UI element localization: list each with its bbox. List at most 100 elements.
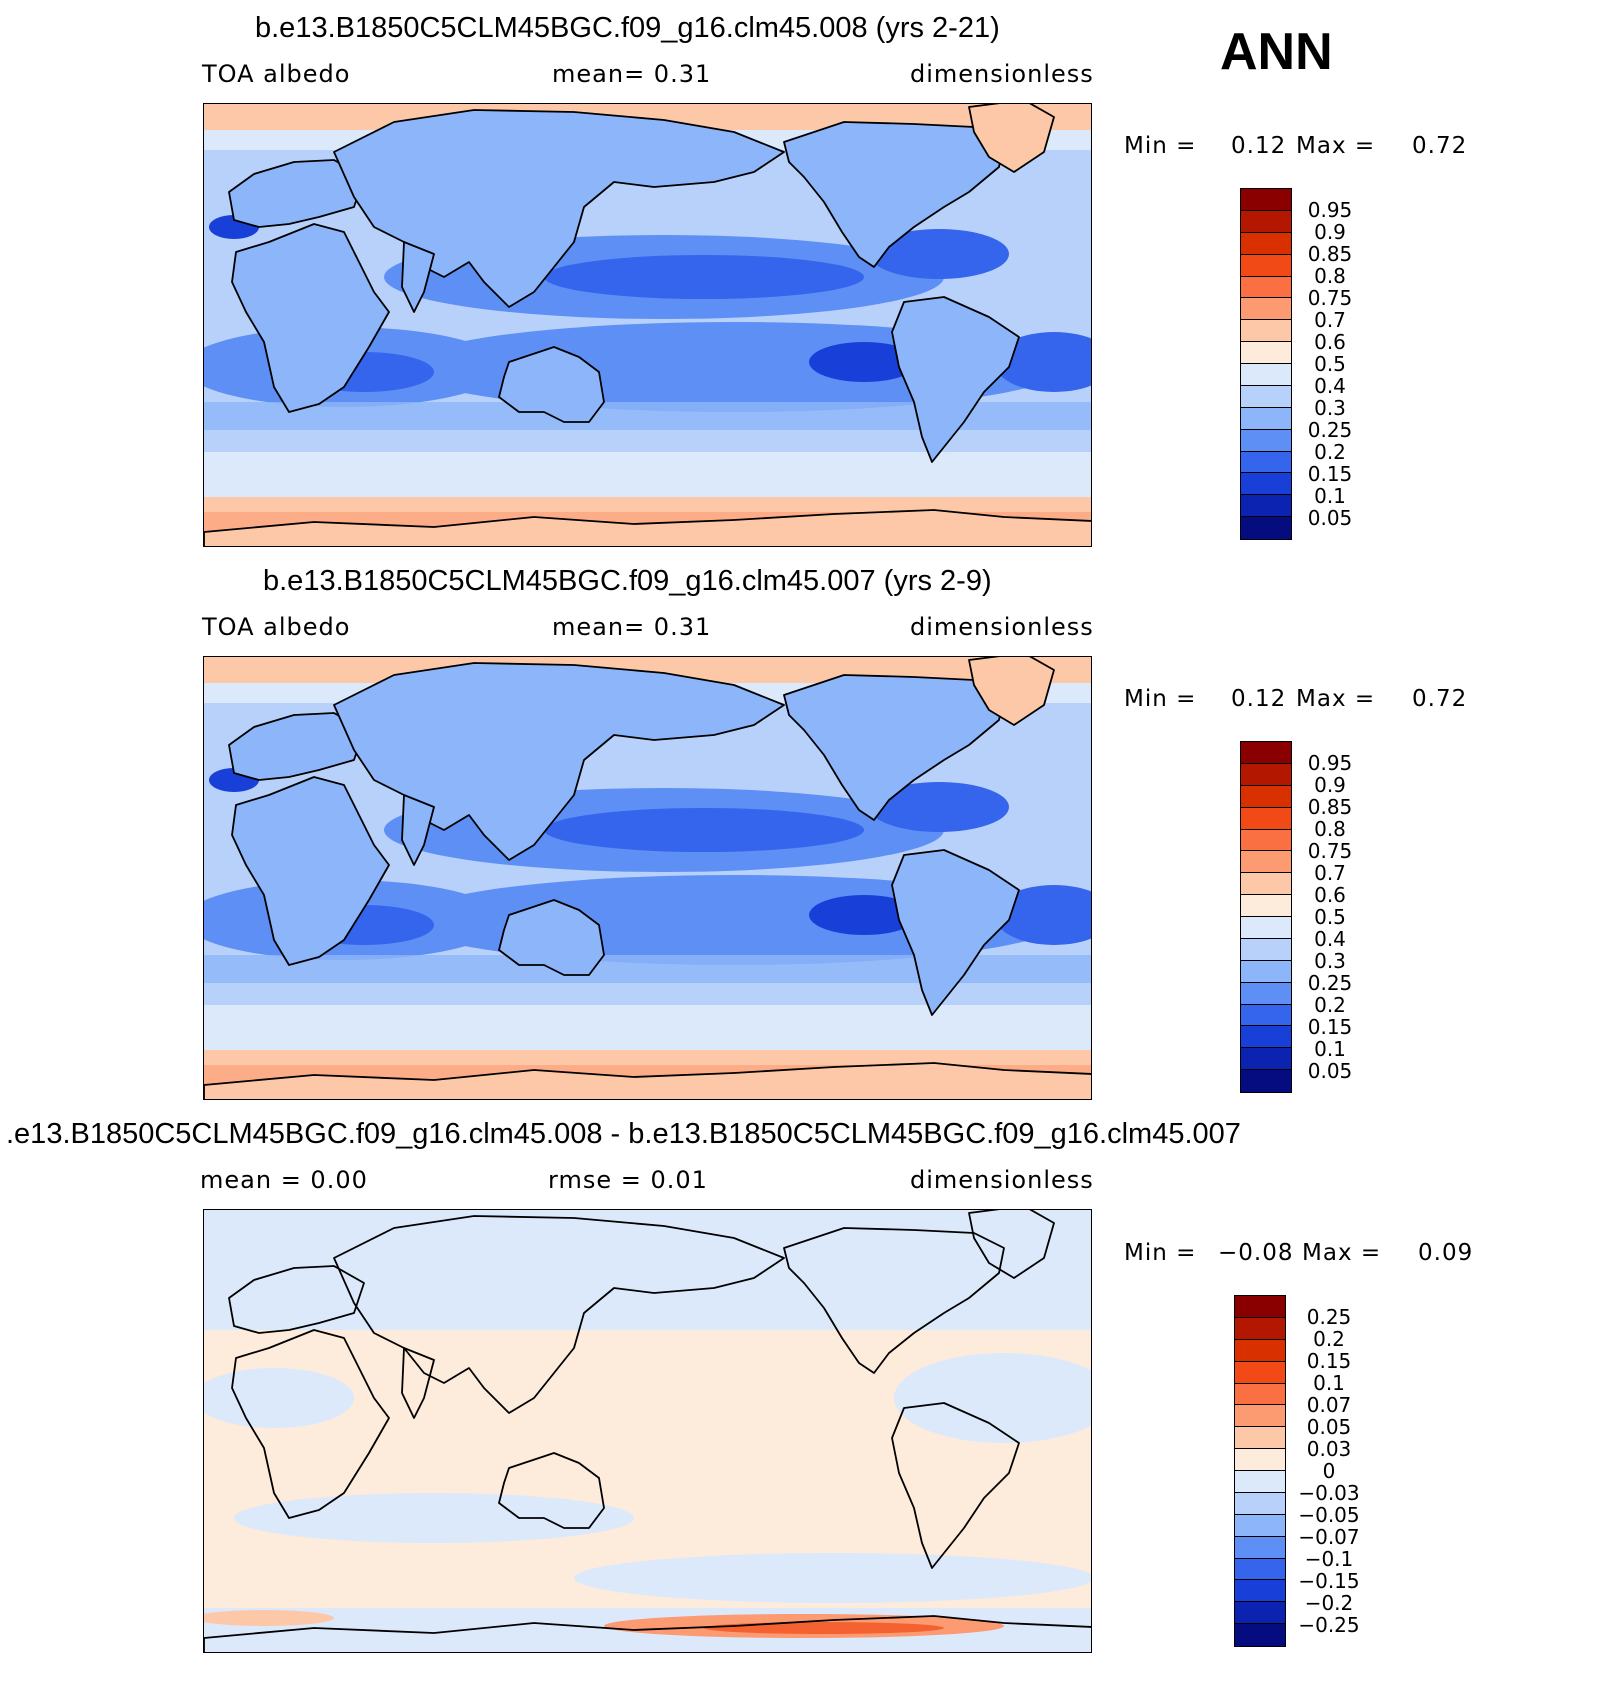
colorbar-swatch — [1241, 342, 1291, 364]
colorbar-tick-label: −0.07 — [1298, 1525, 1360, 1549]
colorbar-swatch — [1235, 1602, 1285, 1625]
colorbar-tick-label: −0.1 — [1304, 1547, 1354, 1571]
colorbar-tick-label: 0.05 — [1307, 1059, 1353, 1083]
colorbar-tick-label: 0.15 — [1307, 1015, 1353, 1039]
colorbar-swatch — [1235, 1317, 1285, 1340]
colorbar-swatch — [1235, 1449, 1285, 1471]
colorbar-swatch — [1241, 451, 1291, 474]
colorbar-tick-label: 0.5 — [1314, 352, 1346, 376]
panel-3-units: dimensionless — [910, 1166, 1094, 1194]
colorbar-swatch — [1241, 517, 1291, 539]
colorbar-swatch — [1241, 254, 1291, 277]
colorbar-tick-label: 0.25 — [1306, 1305, 1352, 1329]
panel-2-map — [203, 656, 1092, 1100]
colorbar-swatch — [1241, 851, 1291, 874]
colorbar-tick-label: 0.05 — [1307, 506, 1353, 530]
colorbar-swatch — [1235, 1296, 1285, 1318]
colorbar-tick-label: −0.15 — [1298, 1569, 1360, 1593]
colorbar-swatch — [1241, 385, 1291, 408]
colorbar-swatch — [1241, 917, 1291, 939]
colorbar-swatch — [1241, 938, 1291, 961]
colorbar-swatch — [1241, 1026, 1291, 1049]
colorbar-swatch — [1241, 1048, 1291, 1071]
season-label: ANN — [1220, 23, 1333, 81]
colorbar-tick-label: 0.8 — [1314, 264, 1346, 288]
panel-3-max-label: Max = — [1302, 1240, 1382, 1266]
colorbar-tick-label: 0.4 — [1314, 374, 1346, 398]
panel-1-max-label: Max = — [1296, 133, 1376, 159]
panel-3-min-label: Min = — [1124, 1240, 1197, 1266]
panel-1-min-label: Min = — [1124, 133, 1197, 159]
colorbar-swatch — [1235, 1383, 1285, 1406]
colorbar-tick-label: −0.25 — [1298, 1613, 1360, 1637]
colorbar-tick-label: −0.05 — [1298, 1503, 1360, 1527]
panel-3-map — [203, 1209, 1092, 1653]
colorbar-swatch — [1235, 1492, 1285, 1515]
colorbar-tick-label: 0.3 — [1314, 396, 1346, 420]
colorbar-swatch — [1241, 298, 1291, 321]
colorbar-tick-label: 0 — [1322, 1459, 1336, 1483]
colorbar-swatch — [1235, 1427, 1285, 1450]
colorbar-tick-label: 0.15 — [1306, 1349, 1352, 1373]
colorbar-tick-label: 0.7 — [1314, 861, 1346, 885]
colorbar-tick-label: 0.2 — [1314, 993, 1346, 1017]
panel-1-variable: TOA albedo — [202, 60, 351, 88]
colorbar-tick-label: 0.25 — [1307, 971, 1353, 995]
colorbar-tick-label: 0.25 — [1307, 418, 1353, 442]
colorbar-swatch — [1235, 1405, 1285, 1428]
colorbar-tick-label: 0.95 — [1307, 198, 1353, 222]
colorbar-swatch — [1241, 232, 1291, 255]
colorbar-swatch — [1241, 320, 1291, 343]
colorbar-swatch — [1235, 1580, 1285, 1603]
colorbar-swatch — [1235, 1624, 1285, 1646]
colorbar-swatch — [1241, 210, 1291, 233]
colorbar-swatch — [1235, 1514, 1285, 1537]
colorbar-tick-label: 0.9 — [1314, 773, 1346, 797]
panel-1-title: b.e13.B1850C5CLM45BGC.f09_g16.clm45.008 … — [255, 12, 1000, 44]
colorbar-swatch — [1241, 742, 1291, 764]
map-canvas — [204, 1210, 1091, 1652]
colorbar-swatch — [1241, 829, 1291, 852]
panel-2-title: b.e13.B1850C5CLM45BGC.f09_g16.clm45.007 … — [263, 565, 992, 597]
colorbar-swatch — [1241, 895, 1291, 917]
colorbar-tick-label: 0.4 — [1314, 927, 1346, 951]
colorbar-swatch — [1235, 1339, 1285, 1362]
colorbar-tick-label: 0.8 — [1314, 817, 1346, 841]
colorbar-tick-label: 0.6 — [1314, 883, 1346, 907]
colorbar-swatch — [1241, 873, 1291, 896]
panel-1-max-value: 0.72 — [1412, 133, 1468, 159]
colorbar-tick-label: 0.1 — [1314, 484, 1346, 508]
panel-2-max-label: Max = — [1296, 686, 1376, 712]
colorbar-swatch — [1241, 189, 1291, 211]
colorbar-tick-label: 0.15 — [1307, 462, 1353, 486]
colorbar-swatch — [1241, 429, 1291, 452]
colorbar-swatch — [1241, 807, 1291, 830]
colorbar-tick-label: 0.9 — [1314, 220, 1346, 244]
colorbar-swatch — [1241, 785, 1291, 808]
panel-2-units: dimensionless — [910, 613, 1094, 641]
colorbar-swatch — [1235, 1558, 1285, 1581]
colorbar-swatch — [1241, 960, 1291, 983]
colorbar-tick-label: 0.1 — [1314, 1037, 1346, 1061]
colorbar-tick-label: −0.2 — [1304, 1591, 1354, 1615]
panel-1-units: dimensionless — [910, 60, 1094, 88]
panel-2-min-label: Min = — [1124, 686, 1197, 712]
panel-3-mean: mean = 0.00 — [200, 1166, 368, 1194]
colorbar-swatch — [1241, 982, 1291, 1005]
colorbar-tick-label: 0.95 — [1307, 751, 1353, 775]
panel-2-variable: TOA albedo — [202, 613, 351, 641]
colorbar-swatch — [1241, 276, 1291, 299]
map-canvas — [204, 104, 1091, 546]
panel-3-title: .e13.B1850C5CLM45BGC.f09_g16.clm45.008 -… — [6, 1118, 1241, 1150]
colorbar-swatch — [1241, 364, 1291, 386]
panel-2-min-value: 0.12 — [1231, 686, 1287, 712]
colorbar-tick-label: 0.1 — [1313, 1371, 1345, 1395]
panel-1-mean: mean= 0.31 — [552, 60, 712, 88]
colorbar-swatch — [1235, 1471, 1285, 1493]
colorbar-tick-label: 0.6 — [1314, 330, 1346, 354]
map-canvas — [204, 657, 1091, 1099]
colorbar-tick-label: 0.2 — [1313, 1327, 1345, 1351]
colorbar-tick-label: 0.75 — [1307, 839, 1353, 863]
panel-1-map — [203, 103, 1092, 547]
colorbar-swatch — [1241, 473, 1291, 496]
